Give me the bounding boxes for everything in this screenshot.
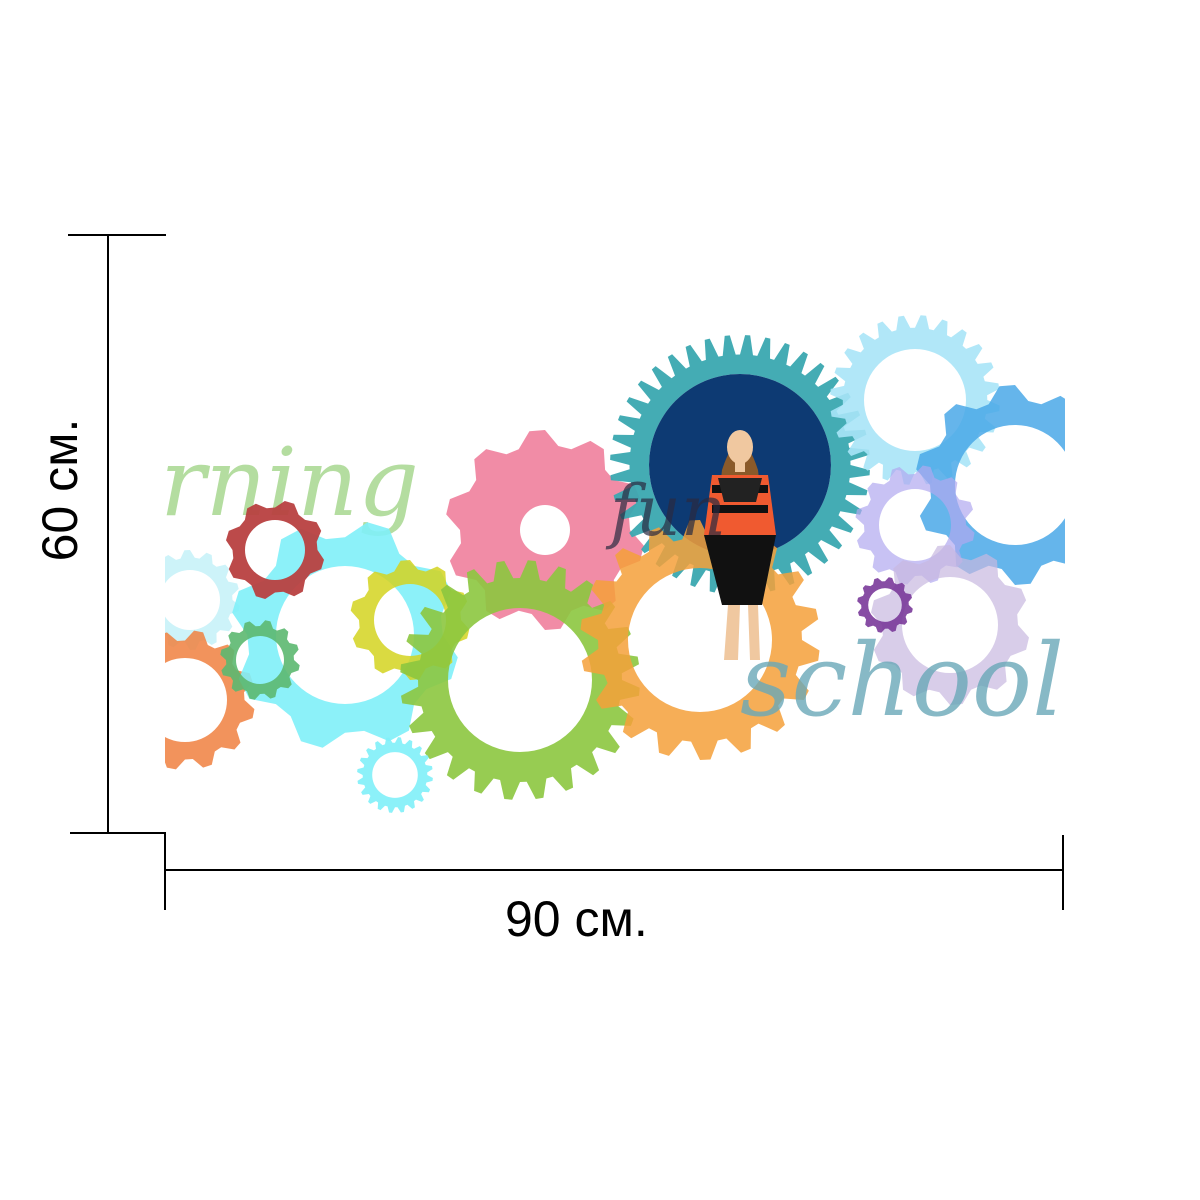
gear [610, 335, 870, 595]
gear [400, 560, 640, 800]
gear [871, 545, 1029, 705]
reading-woman-figure [704, 430, 776, 660]
width-right-tick [1062, 835, 1064, 910]
height-top-tick [68, 234, 166, 236]
gear [830, 315, 1000, 485]
width-label: 90 см. [505, 891, 648, 947]
gear [220, 620, 300, 700]
gear [857, 577, 913, 633]
gear [226, 501, 324, 599]
artwork-lettering-school: school [740, 622, 1064, 739]
width-dimension-line [165, 869, 1063, 871]
gear [165, 550, 240, 650]
width-left-tick [164, 833, 166, 910]
artwork-lettering-fun: fun [605, 470, 726, 552]
gear [357, 737, 433, 813]
height-label: 60 см. [32, 418, 88, 562]
height-dimension-line [107, 235, 109, 833]
height-bottom-tick [70, 832, 166, 834]
